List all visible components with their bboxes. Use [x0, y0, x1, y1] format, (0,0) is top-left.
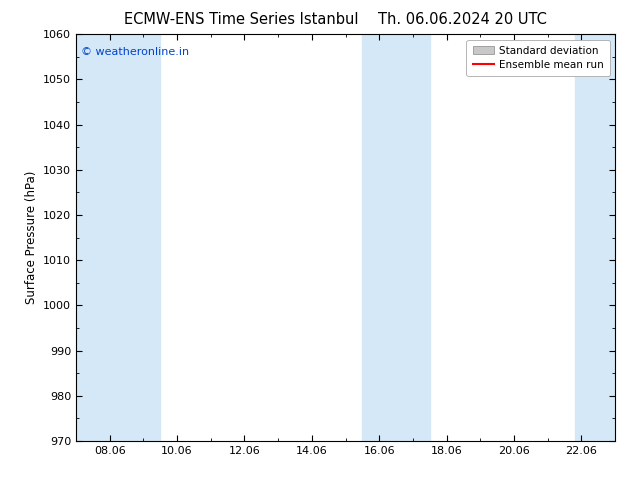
Bar	[574, 34, 615, 441]
Text: Th. 06.06.2024 20 UTC: Th. 06.06.2024 20 UTC	[378, 12, 547, 27]
Bar	[363, 34, 430, 441]
Text: © weatheronline.in: © weatheronline.in	[81, 47, 190, 56]
Y-axis label: Surface Pressure (hPa): Surface Pressure (hPa)	[25, 171, 37, 304]
Bar	[76, 34, 160, 441]
Legend: Standard deviation, Ensemble mean run: Standard deviation, Ensemble mean run	[467, 40, 610, 76]
Text: ECMW-ENS Time Series Istanbul: ECMW-ENS Time Series Istanbul	[124, 12, 358, 27]
